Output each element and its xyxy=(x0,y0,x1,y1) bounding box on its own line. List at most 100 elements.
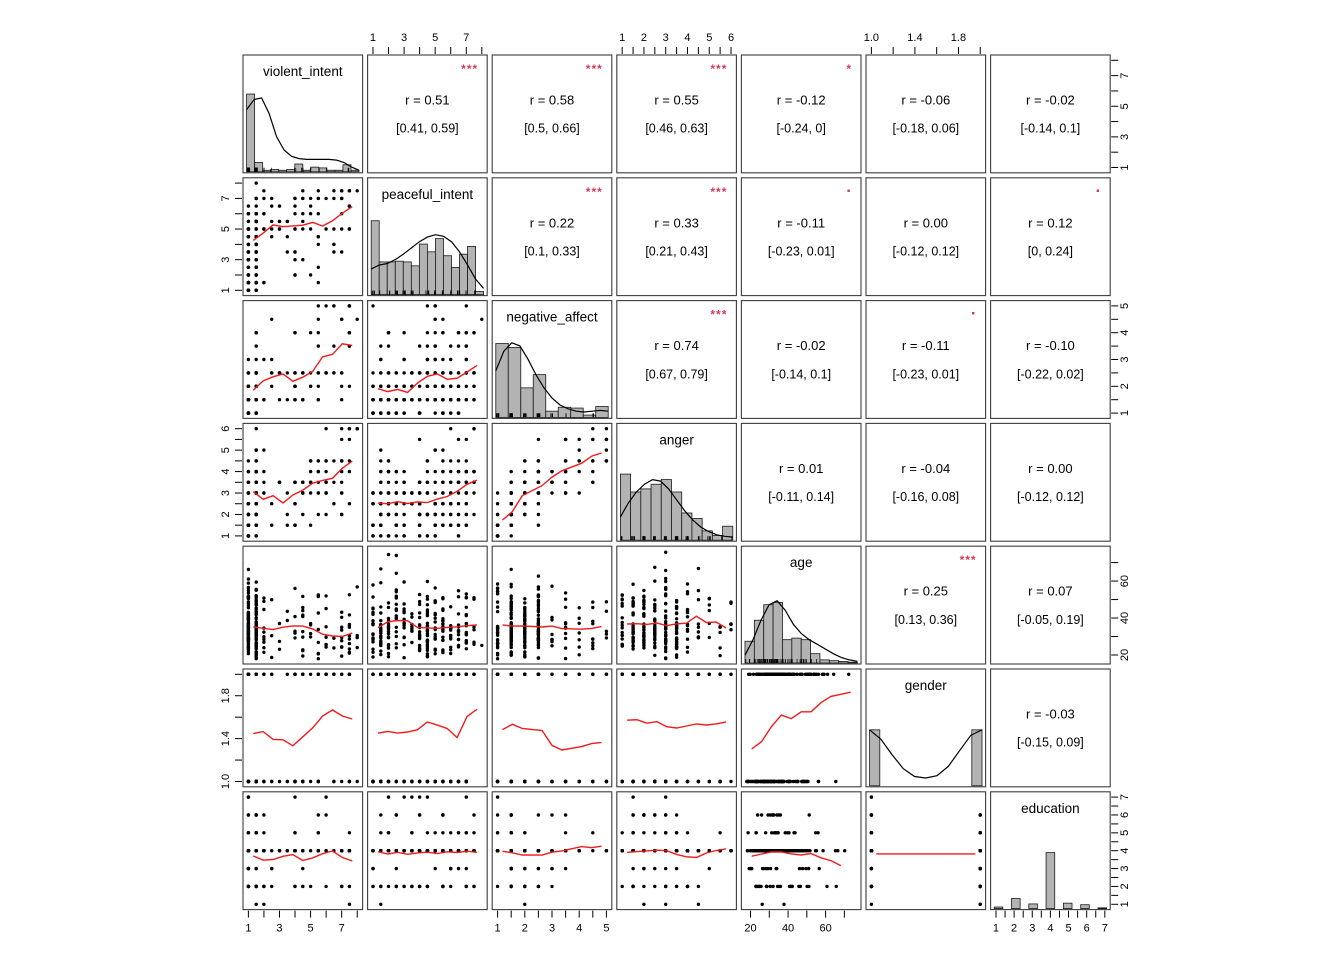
data-point xyxy=(509,621,513,625)
data-point xyxy=(664,630,668,634)
data-point xyxy=(631,795,635,799)
data-point xyxy=(371,411,375,415)
data-point xyxy=(449,605,453,609)
data-point xyxy=(674,623,679,628)
data-point xyxy=(449,371,453,375)
data-point xyxy=(536,672,541,676)
significance-stars: . xyxy=(846,177,852,196)
data-point xyxy=(816,672,821,676)
data-point xyxy=(379,611,383,615)
data-point xyxy=(664,633,668,637)
data-point xyxy=(340,849,344,853)
data-point xyxy=(449,628,453,632)
data-point xyxy=(386,384,391,388)
data-point xyxy=(577,448,581,452)
data-point xyxy=(536,602,541,606)
data-point xyxy=(433,599,437,603)
data-point xyxy=(324,594,328,598)
data-point xyxy=(591,619,595,623)
data-point xyxy=(550,615,554,620)
data-point xyxy=(324,227,328,231)
data-point xyxy=(355,317,359,321)
data-point xyxy=(563,779,568,784)
data-point xyxy=(340,491,344,495)
panel-age-vs-gender: r = 0.25[0.13, 0.36]*** xyxy=(865,545,987,665)
panel-age-vs-anger xyxy=(616,545,737,665)
data-point xyxy=(246,398,251,402)
data-point xyxy=(550,469,554,474)
correlation-ci: [0.67, 0.79] xyxy=(645,367,708,381)
data-point xyxy=(472,672,476,676)
data-point xyxy=(402,621,406,625)
correlation-value: r = -0.04 xyxy=(901,461,950,476)
data-point xyxy=(301,196,305,201)
data-point xyxy=(246,280,251,285)
data-point xyxy=(653,632,657,637)
data-point xyxy=(254,265,258,269)
data-point xyxy=(347,427,352,431)
data-point xyxy=(316,849,320,853)
data-point xyxy=(801,779,805,784)
data-point xyxy=(340,437,344,442)
data-point xyxy=(301,614,305,619)
data-point xyxy=(254,631,258,635)
hist-bar xyxy=(630,491,642,541)
data-point xyxy=(495,605,500,609)
data-point xyxy=(464,866,468,871)
data-point xyxy=(674,642,679,646)
data-point xyxy=(386,884,391,889)
panel-gender-vs-peaceful_intent xyxy=(367,668,488,788)
data-point xyxy=(402,411,406,415)
data-point xyxy=(340,884,344,889)
data-point xyxy=(347,625,352,629)
data-point xyxy=(472,398,476,402)
data-point xyxy=(456,411,461,415)
data-point xyxy=(495,534,500,538)
data-point xyxy=(696,598,701,602)
data-point xyxy=(301,629,305,634)
data-point xyxy=(417,648,422,653)
data-point xyxy=(748,779,753,784)
data-point xyxy=(433,491,437,495)
correlation-value: r = -0.02 xyxy=(1026,92,1075,107)
data-point xyxy=(347,204,352,208)
data-point xyxy=(379,779,383,784)
panel-negative_affect-vs-gender: r = -0.11[-0.23, 0.01]. xyxy=(865,300,987,419)
data-point xyxy=(685,609,690,613)
data-point xyxy=(386,622,391,626)
data-point xyxy=(523,650,527,654)
data-point xyxy=(464,357,468,362)
data-point xyxy=(386,795,391,799)
data-point xyxy=(620,604,624,608)
data-point xyxy=(293,480,297,484)
panel-anger-vs-anger: anger xyxy=(616,422,737,542)
data-point xyxy=(591,469,595,474)
data-point xyxy=(308,212,313,216)
data-point xyxy=(340,480,344,484)
data-point xyxy=(642,598,646,602)
hist-bar xyxy=(650,483,662,541)
data-point xyxy=(316,265,320,269)
data-point xyxy=(379,534,383,538)
data-point xyxy=(340,628,344,632)
data-point xyxy=(604,636,609,640)
data-point xyxy=(449,779,453,784)
data-point xyxy=(433,469,437,474)
data-point xyxy=(347,651,352,655)
data-point xyxy=(642,625,646,629)
data-point xyxy=(340,398,344,402)
data-point xyxy=(308,204,313,208)
data-point xyxy=(456,831,461,835)
hist-bar xyxy=(545,410,559,418)
data-point xyxy=(417,643,422,648)
data-point xyxy=(324,672,328,676)
data-point xyxy=(523,469,527,474)
correlation-ci: [-0.23, 0.01] xyxy=(768,245,835,259)
data-point xyxy=(262,189,266,193)
data-point xyxy=(293,502,297,506)
data-point xyxy=(433,672,437,676)
significance-stars: . xyxy=(971,300,977,319)
data-point xyxy=(464,640,468,644)
data-point xyxy=(394,866,398,871)
